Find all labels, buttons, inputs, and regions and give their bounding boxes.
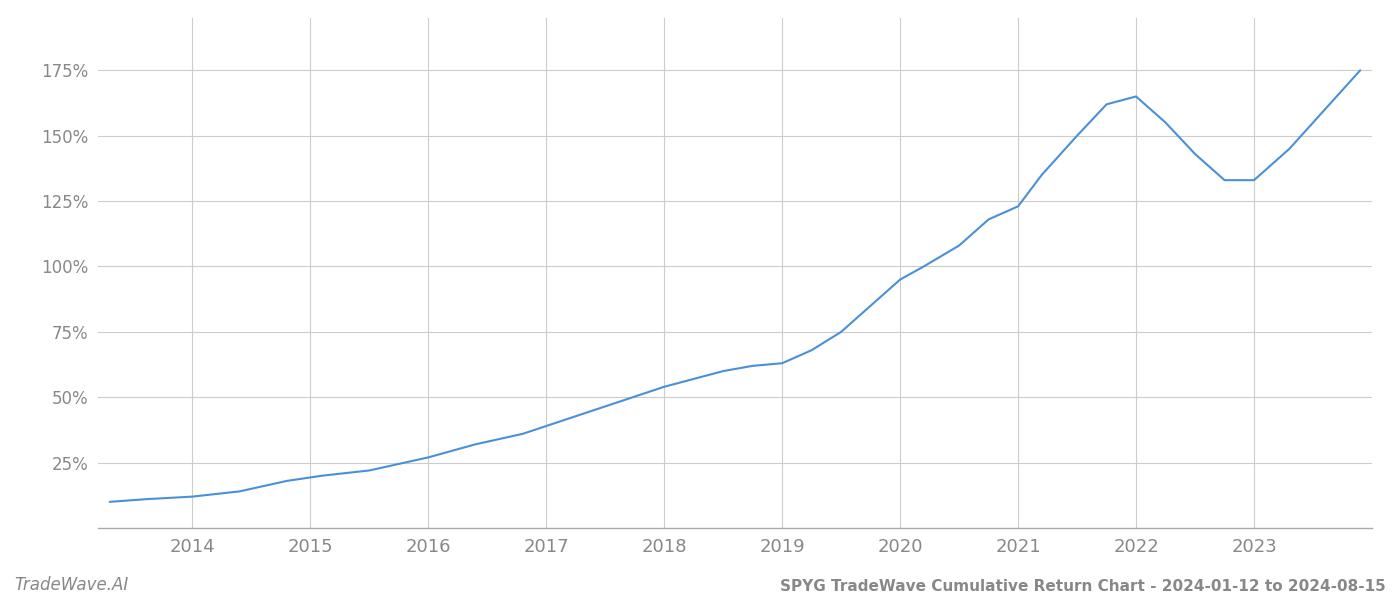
- Text: SPYG TradeWave Cumulative Return Chart - 2024-01-12 to 2024-08-15: SPYG TradeWave Cumulative Return Chart -…: [780, 579, 1386, 594]
- Text: TradeWave.AI: TradeWave.AI: [14, 576, 129, 594]
